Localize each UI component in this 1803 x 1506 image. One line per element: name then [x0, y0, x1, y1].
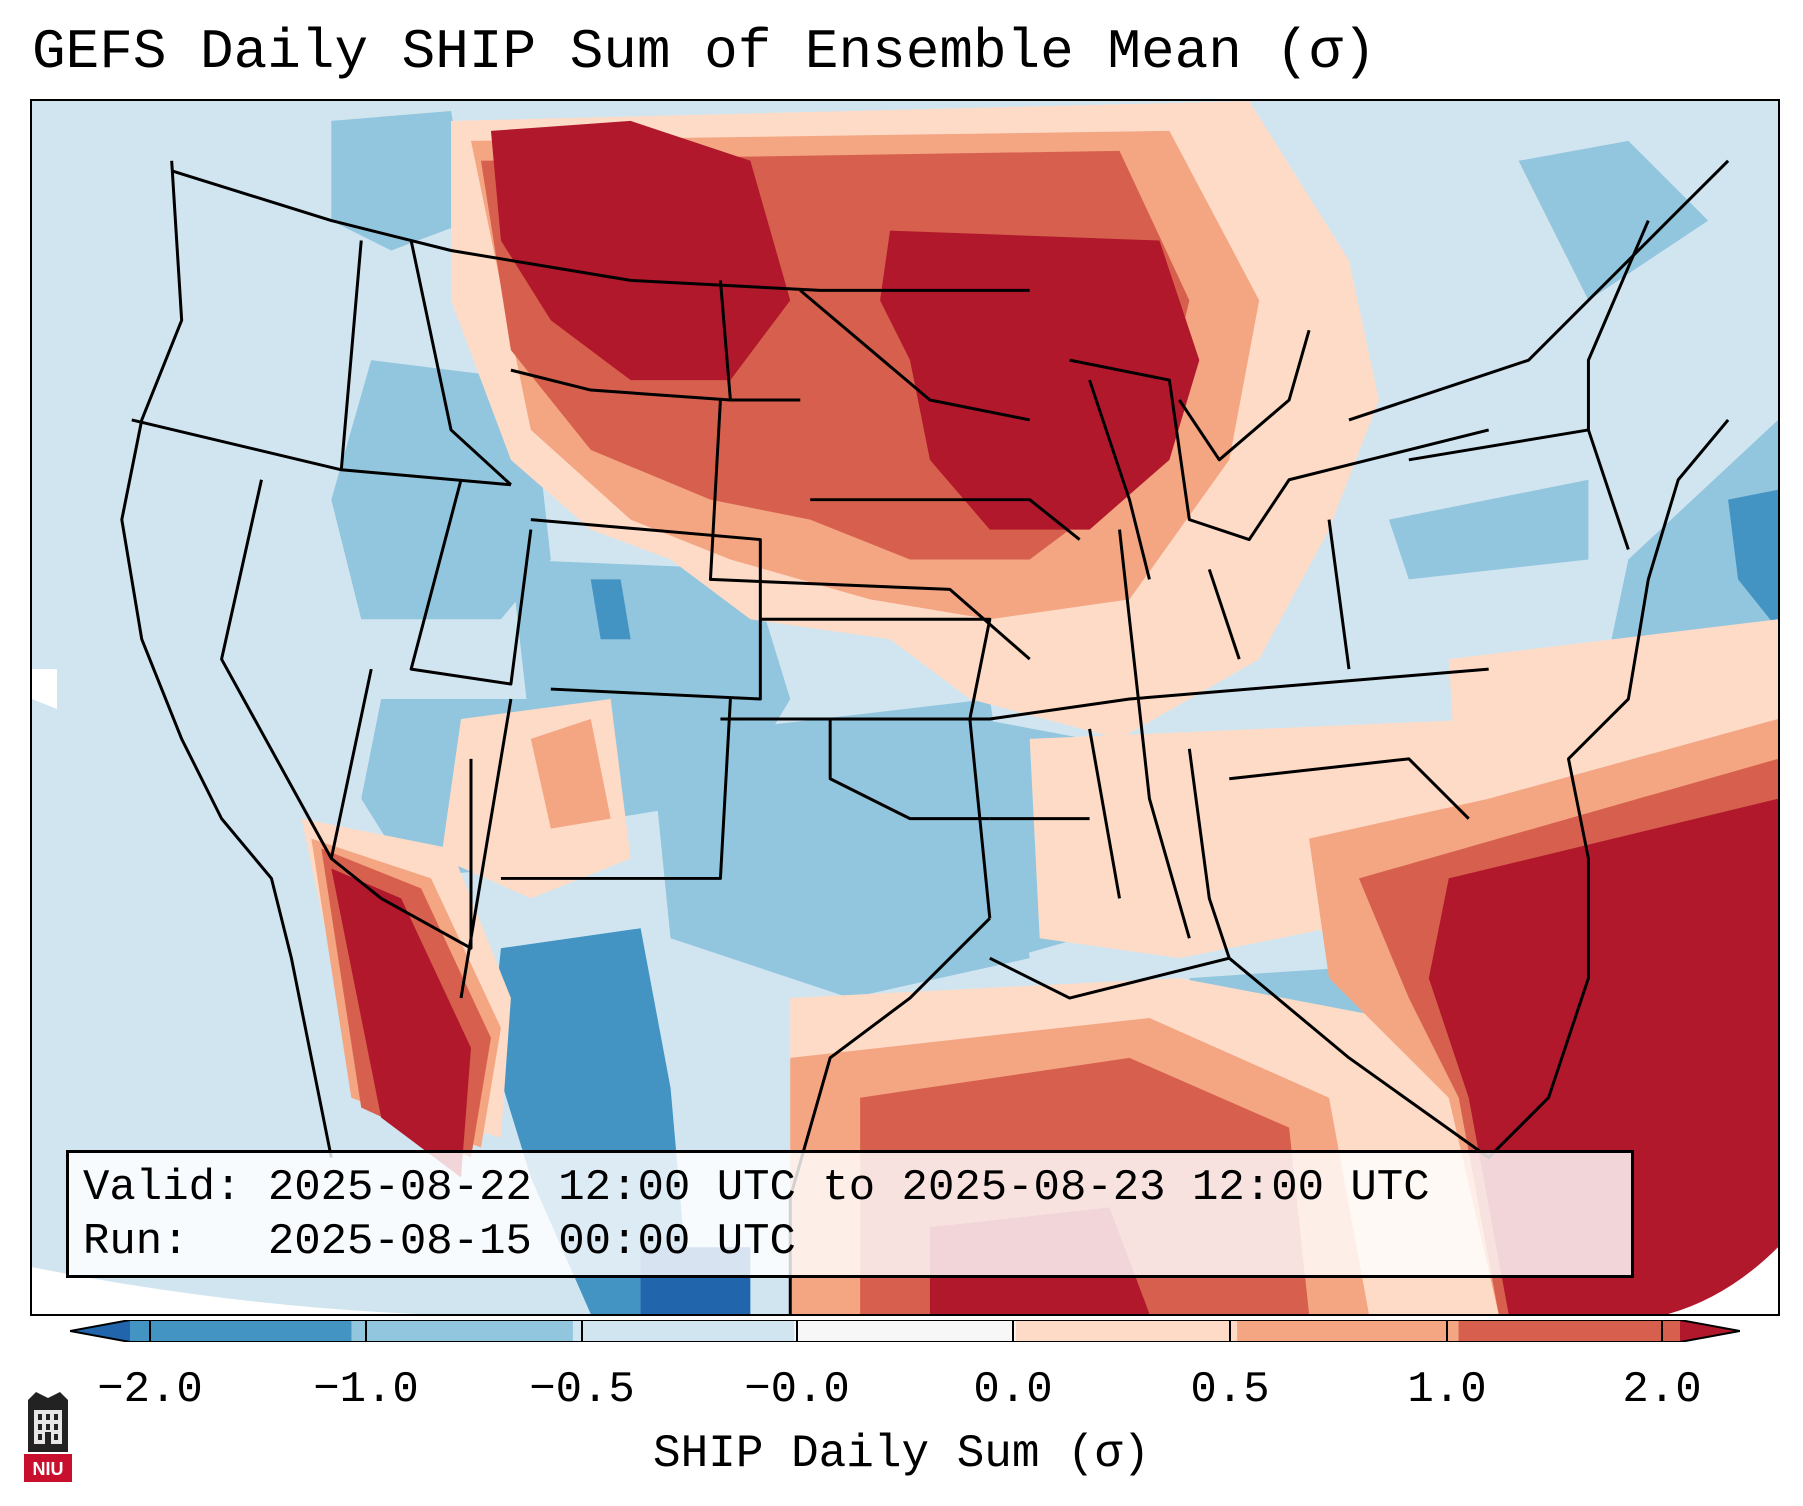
colorbar-extend-high — [1680, 1320, 1740, 1342]
state-boundaries — [120, 159, 1730, 1314]
ship-anomaly-map — [32, 101, 1778, 1314]
colorbar-extend-low — [70, 1320, 130, 1342]
colorbar-tick-label-2: −0.5 — [529, 1365, 635, 1415]
colorbar-tick-label-0: −2.0 — [97, 1365, 203, 1415]
niu-logo: NIU — [24, 1392, 72, 1482]
colorbar-segment — [130, 1320, 352, 1342]
valid-time-text: Valid: 2025-08-22 12:00 UTC to 2025-08-2… — [83, 1163, 1430, 1213]
colorbar-segment — [572, 1320, 795, 1342]
colorbar-tick-label-5: 0.5 — [1190, 1365, 1270, 1415]
colorbar-segment — [351, 1320, 574, 1342]
colorbar-tick-label-6: 1.0 — [1407, 1365, 1487, 1415]
niu-logo-text: NIU — [33, 1459, 64, 1479]
colorbar-tick-label-7: 2.0 — [1622, 1365, 1702, 1415]
colorbar-segment — [1015, 1320, 1238, 1342]
colorbar-label: SHIP Daily Sum (σ) — [653, 1428, 1150, 1480]
colorbar-tick-label-4: 0.0 — [973, 1365, 1053, 1415]
colorbar-segment — [794, 1320, 1017, 1342]
chart-title: GEFS Daily SHIP Sum of Ensemble Mean (σ) — [32, 20, 1377, 84]
colorbar-tick-label-3: −0.0 — [744, 1365, 850, 1415]
colorbar-segment — [1237, 1320, 1460, 1342]
map-panel — [30, 99, 1780, 1316]
off-domain-area — [32, 669, 1778, 1314]
colorbar-segment — [1458, 1320, 1681, 1342]
run-info-box: Valid: 2025-08-22 12:00 UTC to 2025-08-2… — [66, 1150, 1634, 1278]
run-time-text: Run: 2025-08-15 00:00 UTC — [83, 1217, 796, 1267]
colorbar — [70, 1320, 1740, 1342]
colorbar-tick-label-1: −1.0 — [313, 1365, 419, 1415]
